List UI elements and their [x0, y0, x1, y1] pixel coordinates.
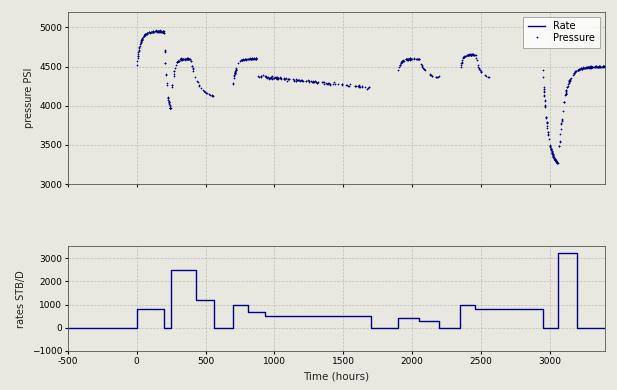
Y-axis label: pressure PSI: pressure PSI — [24, 68, 34, 128]
Pressure — [298, 78, 305, 83]
X-axis label: Time (hours): Time (hours) — [303, 371, 370, 381]
Legend: Rate, Pressure: Rate, Pressure — [523, 16, 600, 48]
Pressure — [303, 78, 310, 83]
Pressure — [162, 71, 170, 76]
Pressure — [601, 64, 608, 69]
Y-axis label: rates STB/D: rates STB/D — [16, 270, 27, 328]
Line: Pressure: Pressure — [136, 29, 606, 165]
Pressure — [262, 74, 269, 79]
Pressure — [152, 28, 159, 33]
Pressure — [133, 62, 141, 67]
Pressure — [554, 161, 561, 166]
Pressure — [134, 56, 141, 60]
Pressure — [577, 66, 584, 71]
